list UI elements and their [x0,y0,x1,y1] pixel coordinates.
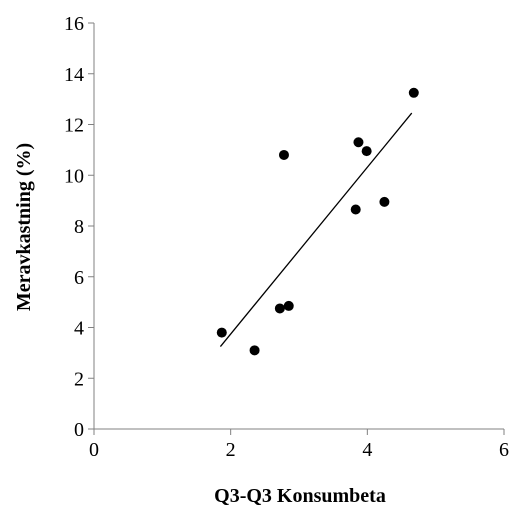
y-ticks: 0 2 4 6 8 10 12 14 16 [64,13,94,441]
trend-line [219,112,413,347]
data-point [278,149,289,160]
y-tick-label: 0 [74,419,84,441]
x-ticks: 0 2 4 6 [89,429,509,461]
y-tick-label: 12 [64,115,84,137]
x-tick-label: 0 [89,439,99,461]
y-tick-label: 14 [64,64,84,86]
data-point [379,196,390,207]
data-point [353,137,364,148]
data-point [249,345,260,356]
data-points [216,87,419,356]
data-point [283,300,294,311]
x-axis-title: Q3-Q3 Konsumbeta [214,485,386,507]
y-axis-title: Meravkastning (%) [13,143,35,311]
data-point [408,87,419,98]
y-tick-label: 4 [74,318,84,340]
x-tick-label: 6 [499,439,509,461]
y-tick-label: 16 [64,13,84,35]
data-point [361,146,372,157]
y-tick-label: 8 [74,216,84,238]
trendline [219,112,413,347]
data-point [216,327,227,338]
y-tick-label: 2 [74,368,84,390]
y-tick-label: 6 [74,267,84,289]
y-tick-label: 10 [64,165,84,187]
x-tick-label: 4 [362,439,372,461]
data-point [274,303,285,314]
data-point [350,204,361,215]
x-tick-label: 2 [226,439,236,461]
plot-area: 0 2 4 6 8 10 12 14 16 0 2 4 6 [64,13,509,461]
